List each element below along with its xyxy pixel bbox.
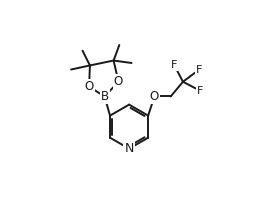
Text: B: B: [101, 90, 109, 103]
Text: O: O: [85, 80, 94, 93]
Text: F: F: [197, 86, 203, 96]
Text: N: N: [124, 142, 134, 155]
Text: F: F: [171, 60, 177, 70]
Text: O: O: [114, 75, 123, 88]
Text: F: F: [196, 64, 202, 74]
Text: O: O: [150, 90, 159, 103]
